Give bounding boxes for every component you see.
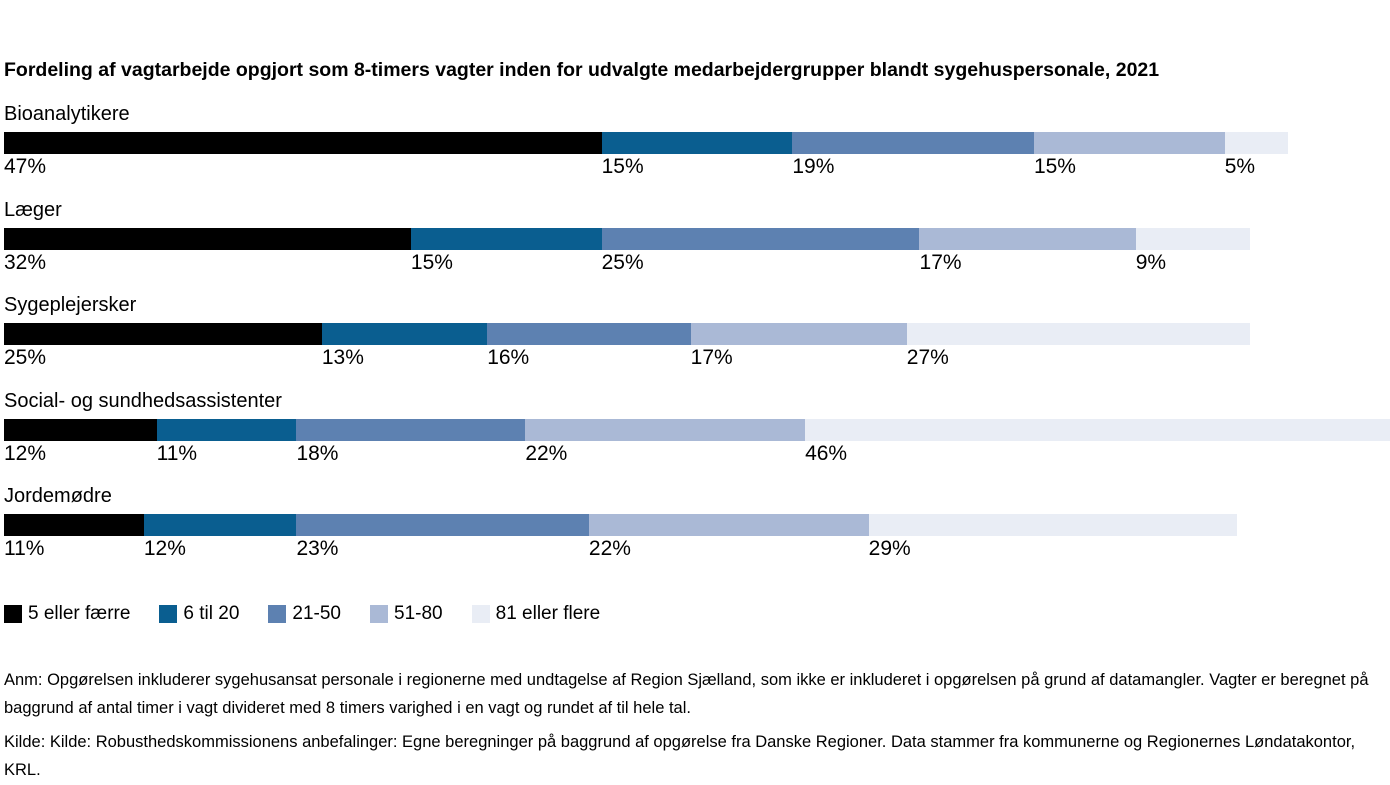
stacked-bar: [4, 227, 1390, 250]
bar-segment-5-eller-færre: [4, 323, 322, 345]
legend-label: 5 eller færre: [28, 603, 131, 624]
legend-swatch: [370, 605, 389, 623]
value-label: 29%: [868, 537, 911, 560]
bar-segment-5-eller-færre: [4, 514, 144, 536]
legend: 5 eller færre 6 til 20 21-50 51-80 81 eller …: [4, 603, 600, 625]
bar-segment-21-50: [296, 418, 526, 441]
footnote-kilde: Kilde: Kilde: Robusthedskommissionens an…: [4, 732, 1356, 780]
value-label: 23%: [296, 537, 339, 560]
stacked-bar: [4, 418, 1390, 441]
legend-label: 6 til 20: [183, 603, 240, 624]
bar-segment-51-80: [588, 514, 869, 536]
value-labels: 47% 15% 19% 15% 5%: [4, 155, 1390, 185]
bar-segment-6-til-20: [156, 418, 297, 441]
bar-segment-21-50: [487, 323, 691, 345]
legend-label: 81 eller flere: [495, 603, 601, 624]
footnote-anm: Anm: Opgørelsen inkluderer sygehusansat …: [4, 670, 1369, 718]
bar-row: Læger 32% 15% 25% 17% 9%: [4, 199, 1390, 294]
legend-item: 81 eller flere: [471, 603, 601, 625]
value-label: 17%: [919, 250, 962, 274]
bar-segment-81-eller-flere: [1135, 227, 1251, 250]
legend-label: 21-50: [292, 603, 342, 624]
value-label: 19%: [792, 155, 835, 178]
value-label: 15%: [1033, 155, 1076, 178]
legend-swatch: [268, 605, 287, 623]
value-label: 11%: [156, 441, 198, 465]
value-label: 25%: [4, 346, 47, 369]
value-labels: 25% 13% 16% 17% 27%: [4, 346, 1390, 376]
legend-swatch: [159, 605, 178, 623]
category-label: Jordemødre: [4, 485, 112, 507]
value-label: 22%: [588, 537, 631, 560]
legend-swatch: [471, 605, 490, 623]
legend-item: 5 eller færre: [4, 603, 130, 625]
bar-segment-81-eller-flere: [1224, 132, 1289, 154]
bar-row: Bioanalytikere 47% 15% 19% 15% 5%: [4, 103, 1390, 198]
bar-segment-81-eller-flere: [868, 514, 1238, 536]
value-labels: 32% 15% 25% 17% 9%: [4, 251, 1390, 281]
value-label: 18%: [296, 441, 339, 465]
category-label: Sygeplejersker: [4, 294, 137, 316]
value-label: 46%: [805, 441, 848, 465]
bar-segment-6-til-20: [601, 132, 793, 154]
legend-item: 51-80: [370, 603, 443, 625]
value-label: 12%: [143, 537, 186, 560]
bar-row: Jordemødre 11% 12% 23% 22% 29%: [4, 485, 1390, 580]
stacked-bar: [4, 514, 1390, 536]
bar-row: Social- og sundhedsassistenter 12% 11% 18% 2…: [4, 390, 1390, 485]
bar-segment-5-eller-færre: [4, 227, 411, 250]
legend-label: 51-80: [394, 603, 443, 624]
legend-item: 21-50: [268, 603, 341, 625]
chart-title: Fordeling af vagtarbejde opgjort som 8-t…: [4, 59, 1160, 81]
value-label: 32%: [4, 250, 47, 274]
legend-item: 6 til 20: [159, 603, 239, 625]
bar-segment-21-50: [792, 132, 1034, 154]
bar-segment-21-50: [601, 227, 920, 250]
category-label: Social- og sundhedsassistenter: [4, 389, 282, 412]
value-label: 15%: [410, 250, 453, 274]
value-label: 12%: [4, 441, 47, 465]
bar-segment-81-eller-flere: [906, 323, 1251, 345]
bar-segment-21-50: [296, 514, 589, 536]
bar-segment-81-eller-flere: [805, 418, 1390, 441]
value-label: 27%: [906, 346, 949, 369]
stacked-bar: [4, 323, 1390, 345]
bar-row: Sygeplejersker 25% 13% 16% 17% 27%: [4, 294, 1390, 389]
value-label: 5%: [1224, 155, 1256, 178]
bar-segment-51-80: [690, 323, 907, 345]
bar-segment-5-eller-færre: [4, 418, 157, 441]
bar-rows: Bioanalytikere 47% 15% 19% 15% 5% Læger 32% 15% 2…: [4, 103, 1390, 603]
legend-swatch: [4, 605, 22, 623]
bar-segment-51-80: [919, 227, 1136, 250]
value-labels: 11% 12% 23% 22% 29%: [4, 537, 1390, 567]
value-label: 17%: [690, 346, 733, 369]
bar-segment-6-til-20: [143, 514, 297, 536]
value-label: 25%: [601, 250, 644, 274]
bar-segment-5-eller-færre: [4, 132, 602, 154]
value-label: 16%: [487, 346, 530, 369]
bar-segment-6-til-20: [321, 323, 488, 345]
category-label: Bioanalytikere: [4, 103, 130, 125]
value-label: 47%: [4, 155, 47, 178]
bar-segment-51-80: [525, 418, 806, 441]
stacked-bar: [4, 132, 1390, 154]
value-label: 9%: [1135, 250, 1167, 274]
value-label: 15%: [601, 155, 644, 178]
value-label: 22%: [525, 441, 568, 465]
category-label: Læger: [4, 198, 62, 221]
value-label: 11%: [4, 537, 45, 560]
bar-segment-6-til-20: [410, 227, 602, 250]
value-label: 13%: [321, 346, 364, 369]
value-labels: 12% 11% 18% 22% 46%: [4, 442, 1390, 472]
bar-segment-51-80: [1033, 132, 1225, 154]
